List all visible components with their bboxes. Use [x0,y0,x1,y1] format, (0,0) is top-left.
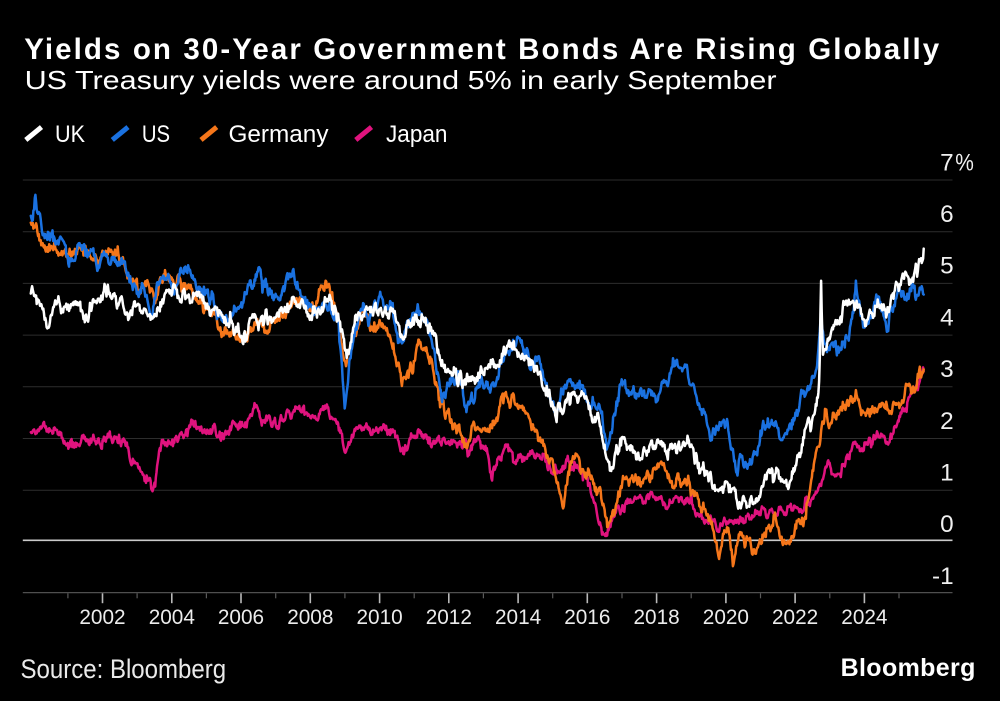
svg-text:4: 4 [940,304,954,331]
svg-text:2008: 2008 [287,605,333,629]
svg-text:2012: 2012 [426,605,472,629]
svg-text:2024: 2024 [841,605,887,629]
svg-text:2002: 2002 [79,605,125,629]
svg-text:6: 6 [940,201,954,228]
svg-text:3: 3 [940,356,954,383]
svg-text:US: US [142,121,170,148]
svg-text:Source: Bloomberg: Source: Bloomberg [21,655,227,684]
svg-text:2: 2 [940,408,954,435]
svg-text:2004: 2004 [149,605,195,629]
svg-text:2006: 2006 [218,605,264,629]
svg-text:Japan: Japan [386,121,448,148]
svg-text:-1: -1 [932,563,954,590]
svg-text:Germany: Germany [229,121,330,148]
svg-text:7: 7 [940,149,954,176]
svg-text:US Treasury yields were around: US Treasury yields were around 5% in ear… [25,65,777,95]
svg-text:UK: UK [55,121,86,148]
svg-text:2010: 2010 [357,605,403,629]
svg-text:2016: 2016 [564,605,610,629]
svg-text:Yields on 30-Year Government B: Yields on 30-Year Government Bonds Are R… [24,33,940,66]
svg-text:2014: 2014 [495,605,541,629]
svg-text:Bloomberg: Bloomberg [841,654,976,682]
svg-text:2020: 2020 [703,605,749,629]
svg-text:1: 1 [940,460,954,487]
svg-text:5: 5 [940,253,954,280]
svg-text:%: % [955,149,974,176]
svg-text:0: 0 [940,511,954,538]
svg-text:2022: 2022 [772,605,818,629]
svg-text:2018: 2018 [634,605,680,629]
